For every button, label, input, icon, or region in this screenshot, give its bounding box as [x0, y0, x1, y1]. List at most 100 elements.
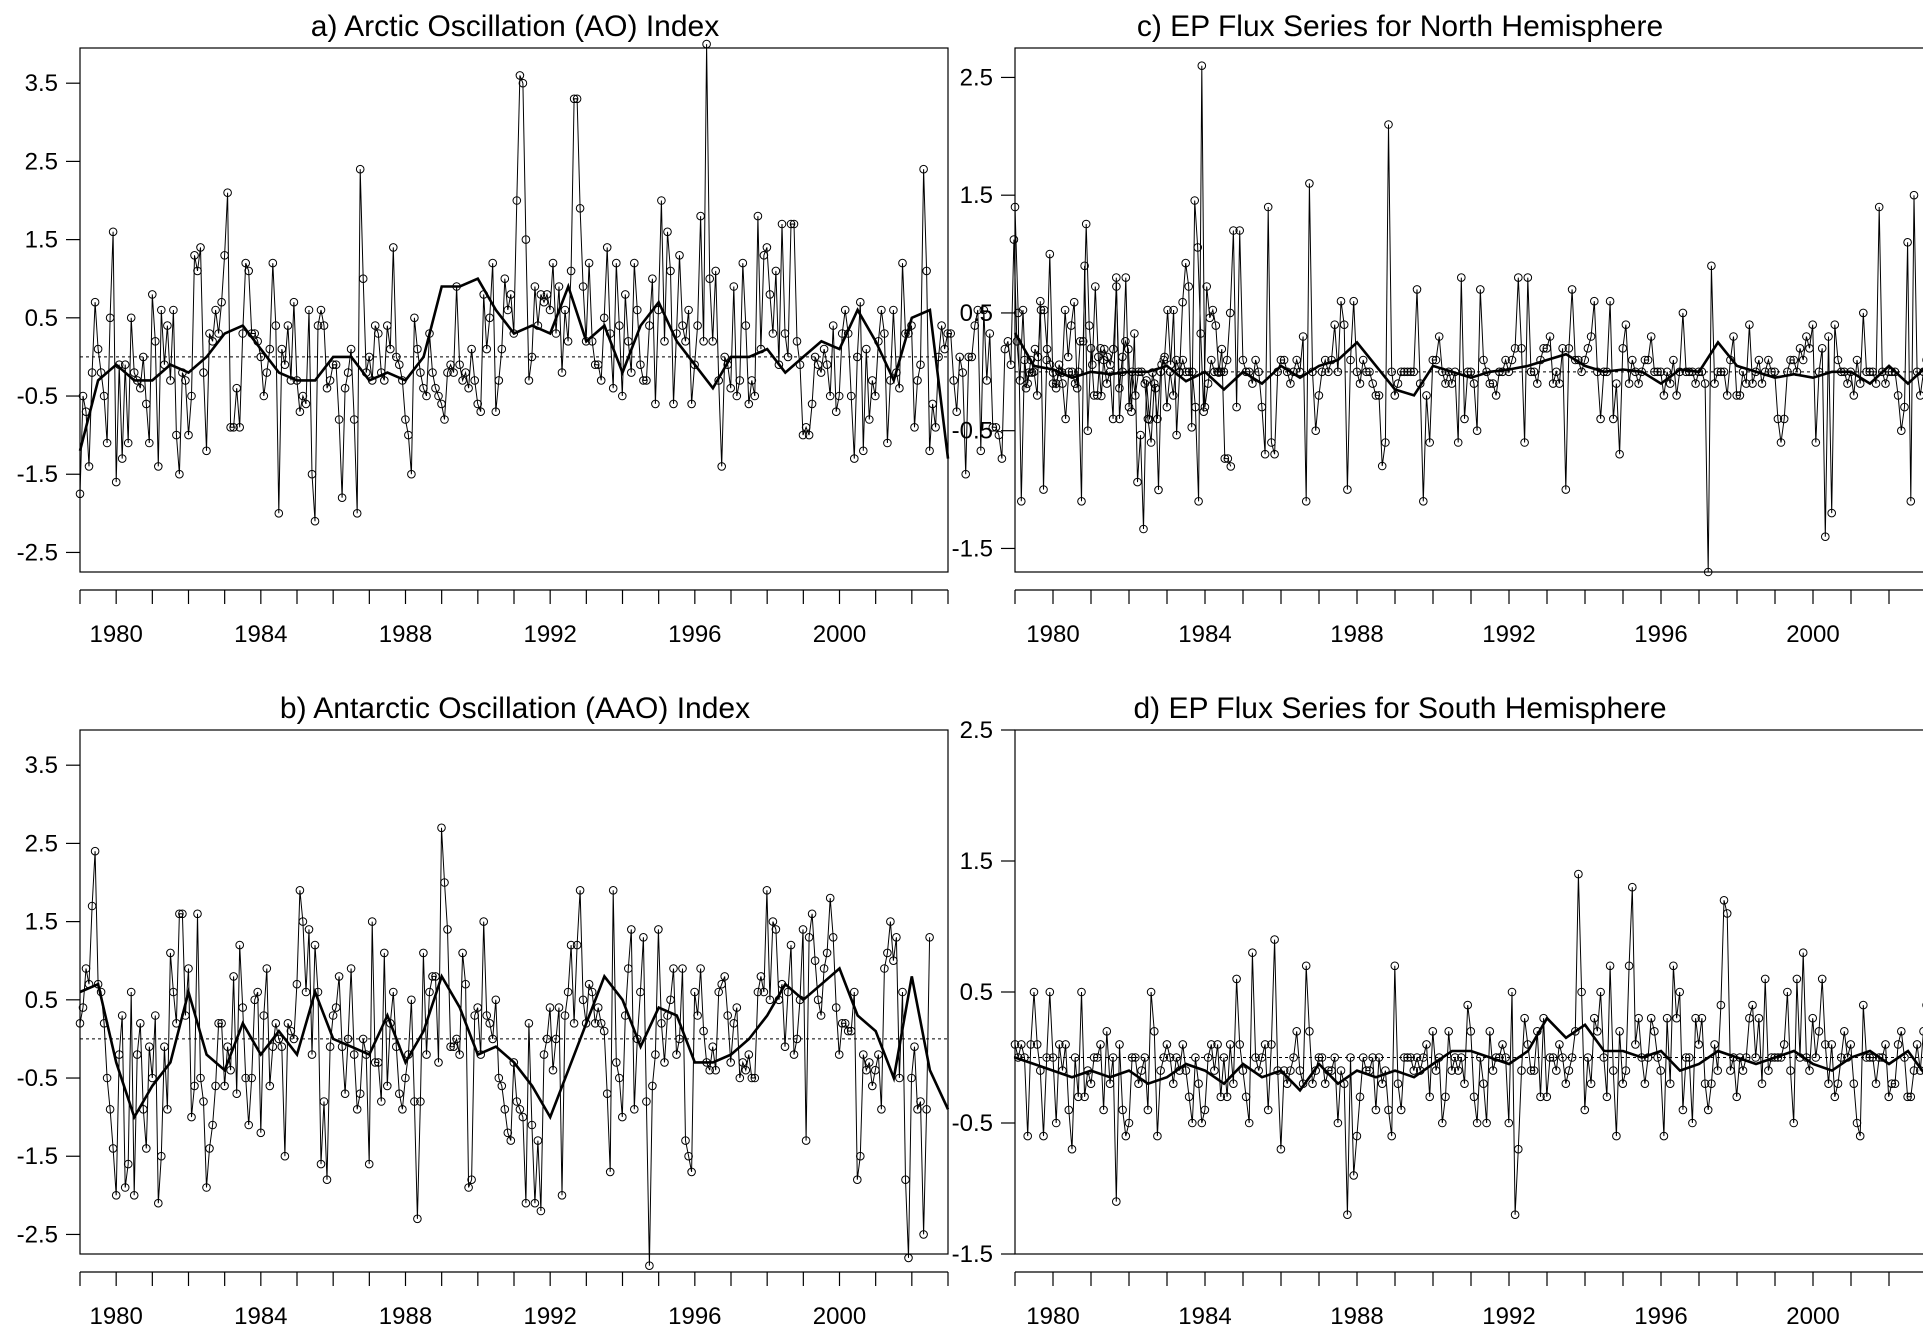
- data-point: [708, 337, 718, 346]
- y-tick-label: 1.5: [960, 182, 993, 209]
- data-point: [340, 383, 350, 393]
- data-point: [1628, 882, 1637, 892]
- data-point: [642, 376, 651, 385]
- data-point: [1859, 1000, 1868, 1010]
- y-tick-label: -2.5: [17, 1221, 58, 1248]
- data-point: [1504, 1118, 1514, 1128]
- data-point: [1786, 1066, 1795, 1075]
- data-point: [1165, 1053, 1175, 1062]
- data-point: [1045, 987, 1055, 997]
- data-point: [1893, 391, 1903, 400]
- data-point: [895, 1073, 904, 1083]
- data-point: [756, 972, 766, 981]
- data-point: [145, 1042, 154, 1051]
- data-point: [1029, 367, 1039, 377]
- data-point: [325, 1042, 335, 1051]
- data-point: [136, 383, 145, 393]
- data-point: [1422, 391, 1431, 400]
- data-point: [1498, 1040, 1507, 1049]
- data-point: [277, 1042, 287, 1051]
- data-point: [1010, 202, 1020, 212]
- data-point: [859, 1050, 868, 1059]
- data-point: [955, 352, 965, 362]
- data-point: [1792, 974, 1802, 984]
- data-point: [1181, 1066, 1191, 1075]
- data-point: [1317, 1053, 1327, 1062]
- data-point: [87, 368, 97, 377]
- data-point: [1479, 355, 1488, 365]
- data-point: [1137, 1066, 1146, 1075]
- data-point: [524, 376, 534, 385]
- x-tick-label: 1984: [234, 621, 287, 648]
- data-point: [1333, 367, 1343, 377]
- data-point: [1232, 402, 1241, 412]
- data-point: [1460, 414, 1469, 424]
- data-point: [1571, 1027, 1580, 1036]
- data-point: [530, 1198, 540, 1208]
- data-point: [865, 1058, 874, 1067]
- data-point: [196, 243, 205, 252]
- y-tick-label: 2.5: [25, 148, 58, 175]
- data-point: [1590, 296, 1599, 306]
- data-point: [461, 368, 470, 377]
- data-point: [1719, 896, 1729, 905]
- data-point: [566, 266, 576, 276]
- data-point: [1021, 383, 1031, 393]
- data-point: [627, 925, 636, 934]
- data-point: [687, 1167, 696, 1177]
- data-point: [1067, 367, 1077, 377]
- data-point: [506, 290, 516, 299]
- data-point: [1745, 320, 1754, 330]
- data-point: [657, 196, 666, 205]
- data-point: [259, 1011, 269, 1020]
- data-point: [1343, 485, 1352, 494]
- data-point: [443, 368, 452, 377]
- data-point: [458, 376, 467, 385]
- data-point: [587, 987, 597, 997]
- data-point: [1909, 190, 1919, 200]
- data-point: [663, 227, 672, 237]
- data-point: [292, 979, 302, 989]
- data-point: [1517, 1066, 1526, 1075]
- data-point: [1583, 344, 1593, 353]
- data-point: [1732, 1092, 1741, 1102]
- data-point: [84, 462, 94, 471]
- data-point: [1355, 379, 1365, 388]
- data-point: [404, 430, 413, 440]
- data-point: [512, 1097, 522, 1106]
- data-point: [485, 1019, 495, 1028]
- data-point: [1023, 1131, 1032, 1141]
- data-point: [1178, 355, 1188, 365]
- data-point: [621, 290, 630, 299]
- data-point: [696, 964, 705, 973]
- data-point: [765, 290, 775, 299]
- data-point: [651, 1050, 660, 1059]
- data-point: [1211, 321, 1221, 330]
- data-point: [840, 1019, 850, 1028]
- data-point: [1102, 1027, 1112, 1036]
- data-point: [1013, 1053, 1023, 1062]
- data-point: [274, 1034, 284, 1044]
- data-point: [238, 1003, 247, 1012]
- data-point: [901, 1175, 910, 1184]
- data-point: [850, 987, 859, 997]
- data-point: [639, 376, 648, 385]
- data-point: [705, 274, 715, 284]
- data-point: [862, 344, 871, 354]
- data-point: [1051, 383, 1061, 393]
- data-point: [386, 344, 395, 354]
- data-point: [1757, 1079, 1767, 1088]
- data-point: [630, 1105, 639, 1114]
- data-point: [497, 1081, 507, 1091]
- data-point: [202, 446, 211, 456]
- data-point: [1390, 961, 1400, 971]
- data-point: [202, 1183, 211, 1192]
- data-point: [1066, 321, 1076, 330]
- data-point: [946, 329, 956, 338]
- data-point: [136, 1019, 145, 1028]
- data-point: [1507, 355, 1517, 365]
- data-point: [1096, 344, 1105, 353]
- data-point: [407, 469, 416, 479]
- chart-title: a) Arctic Oscillation (AO) Index: [311, 10, 719, 43]
- data-point: [681, 337, 690, 346]
